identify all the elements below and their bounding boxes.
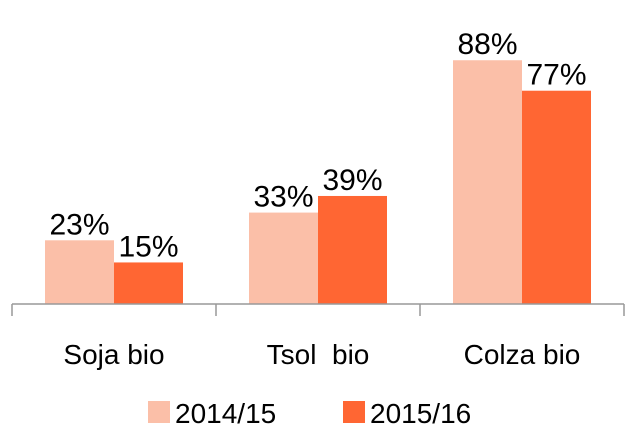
data-label: 77% xyxy=(526,59,586,92)
data-label: 88% xyxy=(457,28,517,61)
x-tick-label: Tsol bio xyxy=(267,339,370,370)
bar xyxy=(318,195,387,304)
bar xyxy=(453,60,522,304)
bar xyxy=(45,240,114,304)
bar xyxy=(114,262,183,304)
bar xyxy=(522,90,591,305)
data-label: 23% xyxy=(49,208,109,241)
data-label: 15% xyxy=(118,230,178,263)
legend-label: 2015/16 xyxy=(370,398,471,429)
x-tick-label: Colza bio xyxy=(464,339,581,370)
data-label: 39% xyxy=(322,164,382,197)
bar xyxy=(249,212,318,304)
legend-swatch xyxy=(343,401,365,423)
data-label: 33% xyxy=(253,181,313,214)
legend-label: 2014/15 xyxy=(175,398,276,429)
legend-swatch xyxy=(148,401,170,423)
x-tick-label: Soja bio xyxy=(63,339,164,370)
